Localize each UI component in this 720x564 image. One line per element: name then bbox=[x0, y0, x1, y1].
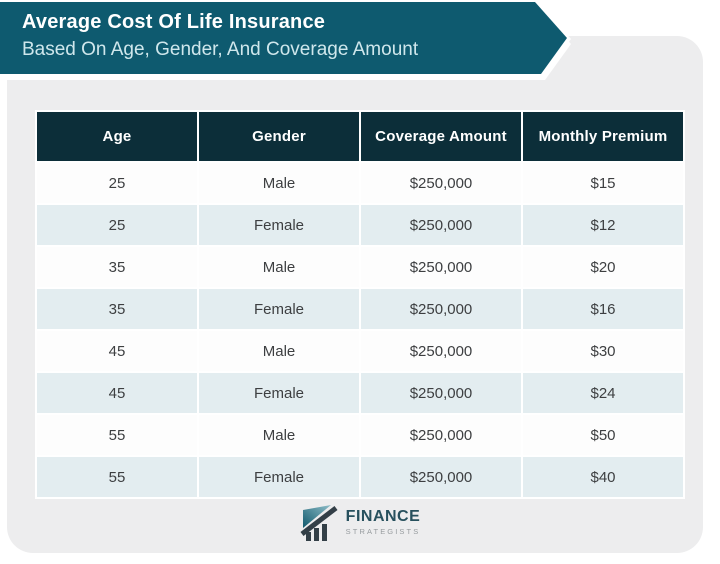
table-row: 55 Female $250,000 $40 bbox=[37, 457, 683, 497]
table-cell: 55 bbox=[37, 457, 197, 497]
table-cell: Male bbox=[199, 331, 359, 371]
table-cell: 55 bbox=[37, 415, 197, 455]
table-header-cell-coverage-amount: Coverage Amount bbox=[361, 112, 521, 161]
table-cell: $250,000 bbox=[361, 457, 521, 497]
table-header-cell-age: Age bbox=[37, 112, 197, 161]
bar-chart-trend-icon bbox=[300, 505, 338, 541]
table-cell: $12 bbox=[523, 205, 683, 245]
table-cell: $250,000 bbox=[361, 205, 521, 245]
table-row: 45 Male $250,000 $30 bbox=[37, 331, 683, 371]
table-cell: 25 bbox=[37, 163, 197, 203]
brand-subtitle: STRATEGISTS bbox=[345, 526, 421, 536]
table-cell: Male bbox=[199, 247, 359, 287]
table-cell: Male bbox=[199, 163, 359, 203]
brand-name: FINANCE bbox=[345, 507, 421, 525]
table-row: 25 Male $250,000 $15 bbox=[37, 163, 683, 203]
table-cell: $40 bbox=[523, 457, 683, 497]
table-row: 45 Female $250,000 $24 bbox=[37, 373, 683, 413]
table-cell: $250,000 bbox=[361, 415, 521, 455]
insurance-cost-table-wrap: Age Gender Coverage Amount Monthly Premi… bbox=[35, 110, 685, 499]
table-cell: Female bbox=[199, 205, 359, 245]
banner-subtitle: Based On Age, Gender, And Coverage Amoun… bbox=[22, 39, 419, 60]
table-row: 25 Female $250,000 $12 bbox=[37, 205, 683, 245]
table-cell: 45 bbox=[37, 373, 197, 413]
table-cell: $24 bbox=[523, 373, 683, 413]
table-header: Age Gender Coverage Amount Monthly Premi… bbox=[37, 112, 683, 161]
table-cell: 35 bbox=[37, 289, 197, 329]
table-header-cell-gender: Gender bbox=[199, 112, 359, 161]
table-cell: $250,000 bbox=[361, 331, 521, 371]
banner-title: Average Cost Of Life Insurance bbox=[22, 11, 326, 33]
table-cell: $16 bbox=[523, 289, 683, 329]
table-cell: Female bbox=[199, 457, 359, 497]
table-cell: $250,000 bbox=[361, 289, 521, 329]
banner-halo: Average Cost Of Life Insurance Based On … bbox=[0, 2, 567, 74]
table-cell: $250,000 bbox=[361, 373, 521, 413]
table-cell: 25 bbox=[37, 205, 197, 245]
banner: Average Cost Of Life Insurance Based On … bbox=[0, 2, 567, 74]
brand-text: FINANCE STRATEGISTS bbox=[345, 507, 421, 536]
table-header-row: Age Gender Coverage Amount Monthly Premi… bbox=[37, 112, 683, 161]
table-cell: Female bbox=[199, 373, 359, 413]
table-cell: Male bbox=[199, 415, 359, 455]
table-row: 55 Male $250,000 $50 bbox=[37, 415, 683, 455]
table-row: 35 Male $250,000 $20 bbox=[37, 247, 683, 287]
table-cell: 45 bbox=[37, 331, 197, 371]
table-cell: $15 bbox=[523, 163, 683, 203]
finance-strategists-logo: FINANCE STRATEGISTS bbox=[0, 502, 720, 542]
table-cell: $250,000 bbox=[361, 163, 521, 203]
insurance-cost-table: Age Gender Coverage Amount Monthly Premi… bbox=[35, 110, 685, 499]
table-cell: $30 bbox=[523, 331, 683, 371]
table-cell: $50 bbox=[523, 415, 683, 455]
table-cell: Female bbox=[199, 289, 359, 329]
table-cell: $250,000 bbox=[361, 247, 521, 287]
table-header-cell-monthly-premium: Monthly Premium bbox=[523, 112, 683, 161]
table-body: 25 Male $250,000 $15 25 Female $250,000 $12 35 Ma… bbox=[37, 163, 683, 497]
table-cell: $20 bbox=[523, 247, 683, 287]
table-row: 35 Female $250,000 $16 bbox=[37, 289, 683, 329]
table-cell: 35 bbox=[37, 247, 197, 287]
